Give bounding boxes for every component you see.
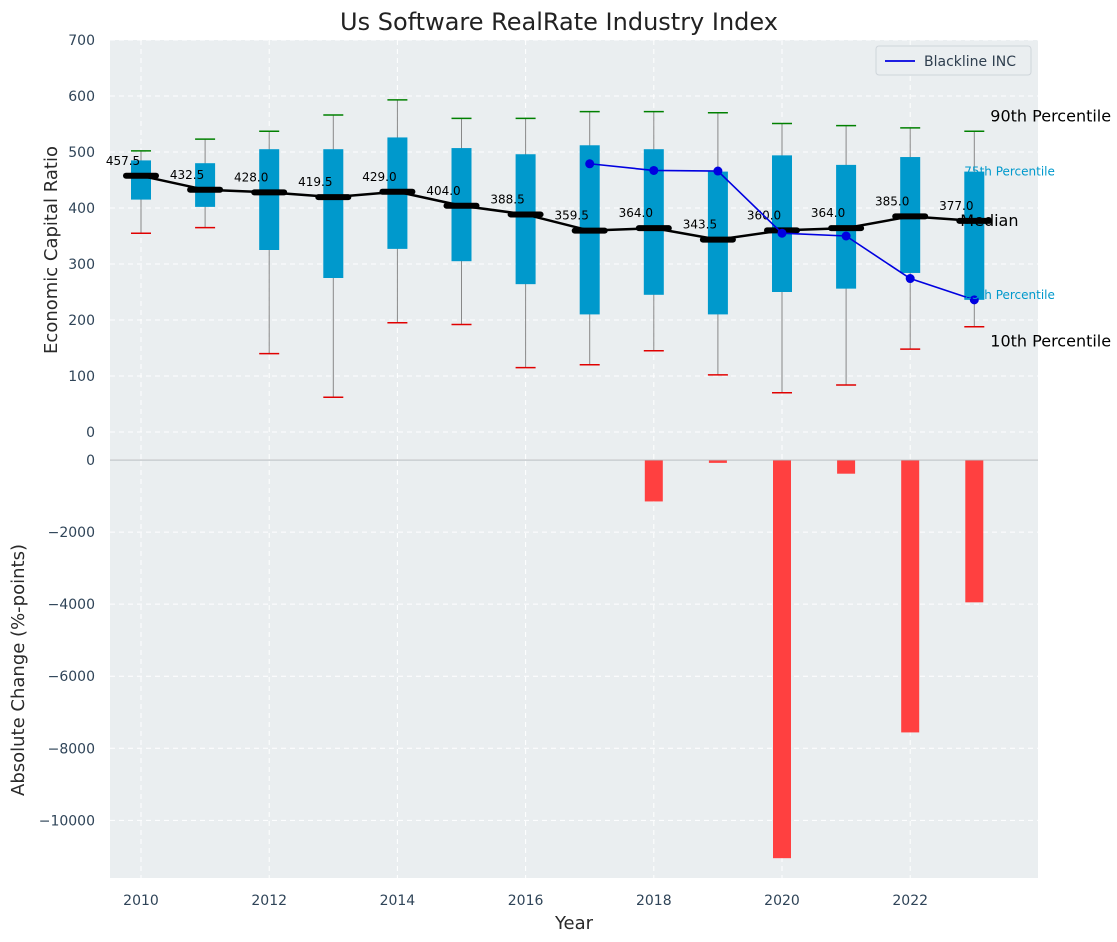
median-label-2019: 343.5 xyxy=(683,218,717,232)
bot-y-tick-label-1: −2000 xyxy=(48,525,95,541)
bottom-y-axis-label: Absolute Change (%-points) xyxy=(8,544,29,796)
top-y-tick-label-6: 600 xyxy=(68,89,95,105)
median-label-2013: 419.5 xyxy=(298,175,332,189)
bot-y-tick-label-0: 0 xyxy=(86,453,95,469)
x-axis-label: Year xyxy=(554,913,594,934)
median-label-2011: 432.5 xyxy=(170,168,204,182)
median-label-2021: 364.0 xyxy=(811,206,845,220)
legend: Blackline INC xyxy=(875,45,1032,76)
median-label-2018: 364.0 xyxy=(619,206,653,220)
company-point-2021 xyxy=(841,231,851,241)
bars xyxy=(644,460,984,859)
boxes xyxy=(131,137,985,315)
x-tick-label-0: 2010 xyxy=(123,893,159,909)
top-y-tick-label-4: 400 xyxy=(68,201,95,217)
median-label-2016: 388.5 xyxy=(490,192,524,206)
box-panel-background xyxy=(110,40,1038,459)
top-y-tick-label-7: 700 xyxy=(68,33,95,49)
bar-2023 xyxy=(965,460,984,603)
bar-panel-y-ticks: 0 −2000 −4000 −6000 −8000 −10000 xyxy=(39,453,95,829)
median-label-2023: 377.0 xyxy=(939,199,973,213)
median-label-2012: 428.0 xyxy=(234,170,268,184)
percentile-annotations: 90th Percentile 75th Percentile Median 25th… xyxy=(960,106,1111,350)
company-point-2018 xyxy=(649,165,659,175)
box-2016 xyxy=(515,154,536,285)
top-y-tick-label-1: 100 xyxy=(68,369,95,385)
legend-frame xyxy=(875,45,1032,76)
box-2010 xyxy=(131,160,151,200)
annotation-p75: 75th Percentile xyxy=(964,165,1055,179)
chart-title: Us Software RealRate Industry Index xyxy=(340,8,778,36)
box-2023 xyxy=(964,171,985,300)
company-series xyxy=(585,159,979,305)
annotation-median: Median xyxy=(960,211,1018,230)
company-point-2020 xyxy=(777,228,787,238)
x-tick-label-6: 2022 xyxy=(892,893,928,909)
bar-2019 xyxy=(708,460,727,463)
box-2018 xyxy=(643,149,664,295)
median-markers xyxy=(123,172,993,243)
company-point-2023 xyxy=(969,295,979,305)
top-y-tick-label-2: 200 xyxy=(68,313,95,329)
median-label-2017: 359.5 xyxy=(555,209,589,223)
bot-y-tick-label-3: −6000 xyxy=(48,669,95,685)
median-label-2014: 429.0 xyxy=(362,170,396,184)
bar-2021 xyxy=(837,460,856,474)
box-2013 xyxy=(323,149,344,278)
legend-label-blackline: Blackline INC xyxy=(924,54,1016,70)
bot-y-tick-label-5: −10000 xyxy=(39,813,95,829)
annotation-p10: 10th Percentile xyxy=(990,332,1111,351)
company-point-2019 xyxy=(713,166,723,176)
box-2012 xyxy=(259,149,280,250)
bar-2020 xyxy=(773,460,791,859)
box-2011 xyxy=(195,163,216,207)
company-point-2017 xyxy=(585,159,595,169)
annotation-p90: 90th Percentile xyxy=(990,106,1111,125)
annotation-p25: 25th Percentile xyxy=(964,288,1055,302)
x-ticks: 2010 2012 2014 2016 2018 2020 2022 xyxy=(123,893,928,909)
x-tick-label-2: 2014 xyxy=(380,893,416,909)
bar-2022 xyxy=(901,460,920,733)
median-label-2022: 385.0 xyxy=(875,194,909,208)
company-point-2022 xyxy=(905,274,915,284)
x-tick-label-1: 2012 xyxy=(251,893,287,909)
percentile-caps xyxy=(131,99,985,399)
median-label-2015: 404.0 xyxy=(426,184,460,198)
bar-panel-background xyxy=(110,460,1038,878)
box-panel-y-ticks: 0 100 200 300 400 500 600 700 xyxy=(68,33,95,441)
bar-2018 xyxy=(644,460,663,502)
median-label-2010: 457.5 xyxy=(106,154,140,168)
top-y-tick-label-0: 0 xyxy=(86,425,95,441)
box-2019 xyxy=(707,171,728,315)
median-labels: 457.5 432.5 428.0 419.5 429.0 404.0 388.5 359.5… xyxy=(106,154,974,232)
box-2020 xyxy=(772,155,792,292)
bot-y-tick-label-4: −8000 xyxy=(48,741,95,757)
x-tick-label-5: 2020 xyxy=(764,893,800,909)
x-tick-label-4: 2018 xyxy=(636,893,672,909)
top-y-axis-label: Economic Capital Ratio xyxy=(41,146,62,354)
top-y-tick-label-5: 500 xyxy=(68,145,95,161)
bot-y-tick-label-2: −4000 xyxy=(48,597,95,613)
top-y-tick-label-3: 300 xyxy=(68,257,95,273)
x-tick-label-3: 2016 xyxy=(508,893,544,909)
